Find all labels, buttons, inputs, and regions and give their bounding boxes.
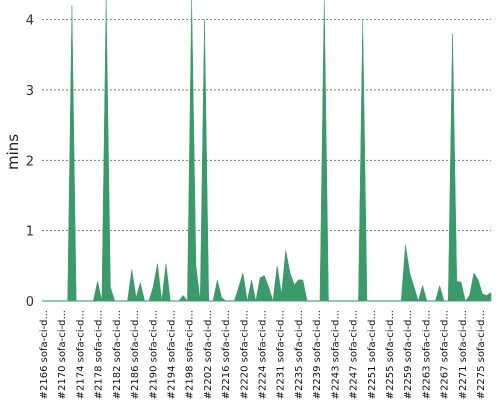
x-tick-label: #2182 sofa-ci-d... (112, 310, 123, 399)
x-tick-label: #2243 sofa-ci-d... (330, 310, 341, 399)
x-tick-label: #2251 sofa-ci-d... (367, 310, 378, 399)
x-tick-label: #2231 sofa-ci-d... (276, 310, 287, 399)
x-tick-label: #2178 sofa-ci-d... (94, 310, 105, 399)
y-tick-label: 3 (26, 84, 34, 99)
x-tick-label: #2190 sofa-ci-d... (148, 310, 159, 399)
y-tick-label: 1 (26, 225, 34, 240)
y-tick-label: 0 (26, 295, 34, 310)
x-tick-label: #2263 sofa-ci-d... (421, 310, 432, 399)
y-axis-ticks: 0 1 2 3 4 (26, 14, 34, 310)
x-tick-label: #2186 sofa-ci-d... (130, 310, 141, 399)
x-tick-label: #2220 sofa-ci-d... (239, 310, 250, 399)
x-tick-label: #2170 sofa-ci-d... (57, 310, 68, 399)
x-tick-label: #2239 sofa-ci-d... (312, 310, 323, 399)
x-tick-label: #2247 sofa-ci-d... (349, 310, 360, 399)
y-axis-title: mins (4, 134, 22, 170)
x-tick-label: #2267 sofa-ci-d... (440, 310, 451, 399)
x-tick-label: #2202 sofa-ci-d... (203, 310, 214, 399)
y-tick-label: 4 (26, 14, 34, 29)
x-tick-label: #2271 sofa-ci-d... (458, 310, 469, 399)
x-tick-label: #2224 sofa-ci-d... (258, 310, 269, 399)
x-tick-label: #2194 sofa-ci-d... (167, 310, 178, 399)
area-series-path (42, 0, 492, 302)
x-tick-label: #2255 sofa-ci-d... (385, 310, 396, 399)
y-tick-label: 2 (26, 154, 34, 169)
x-axis-labels: #2166 sofa-ci-d... #2170 sofa-ci-d... #217… (39, 310, 487, 399)
x-tick-label: #2216 sofa-ci-d... (221, 310, 232, 399)
x-tick-label: #2275 sofa-ci-d... (476, 310, 487, 399)
x-tick-label: #2235 sofa-ci-d... (294, 310, 305, 399)
x-tick-label: #2198 sofa-ci-d... (185, 310, 196, 399)
x-tick-label: #2174 sofa-ci-d... (75, 310, 86, 399)
x-tick-label: #2259 sofa-ci-d... (403, 310, 414, 399)
x-tick-label: #2166 sofa-ci-d... (39, 310, 50, 399)
area-series (42, 0, 492, 302)
